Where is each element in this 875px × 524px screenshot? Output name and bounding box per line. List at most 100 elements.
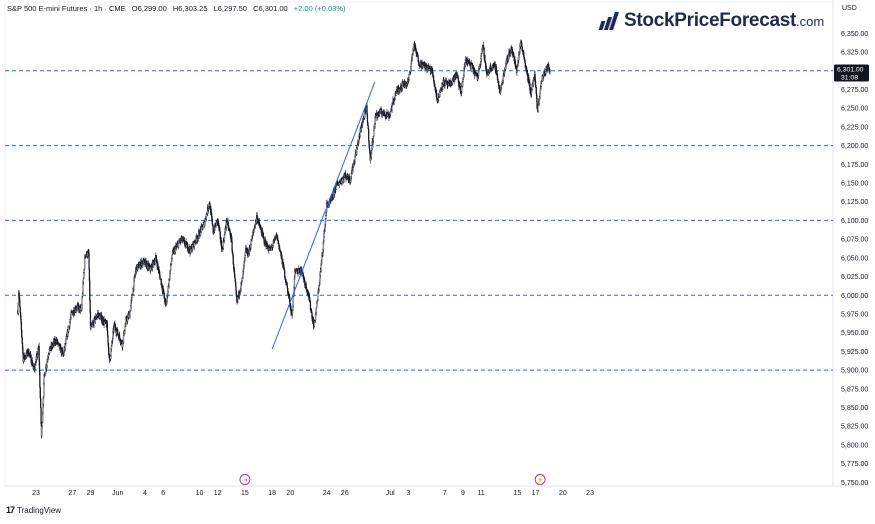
candle-body bbox=[320, 264, 322, 270]
candle-body bbox=[521, 43, 523, 47]
candle-body bbox=[21, 330, 23, 338]
candle-body bbox=[19, 306, 21, 313]
candle-body bbox=[70, 312, 72, 318]
y-tick-label: 6,050.00 bbox=[841, 255, 868, 262]
y-tick-label: 5,800.00 bbox=[841, 442, 868, 449]
x-tick-label: 15 bbox=[514, 490, 522, 497]
candle-body bbox=[231, 241, 233, 252]
x-tick-label: 24 bbox=[323, 490, 331, 497]
candle-body bbox=[367, 125, 369, 130]
y-tick-label: 5,950.00 bbox=[841, 330, 868, 337]
tradingview-brand: TradingView bbox=[17, 505, 62, 515]
candle-body bbox=[292, 296, 294, 307]
y-tick-label: 6,275.00 bbox=[841, 87, 868, 94]
candle-body bbox=[46, 361, 48, 366]
candle-body bbox=[368, 128, 370, 141]
candle-body bbox=[124, 326, 126, 332]
x-tick-label: 17 bbox=[532, 490, 540, 497]
x-tick-label: 29 bbox=[87, 490, 95, 497]
y-tick-label: 6,250.00 bbox=[841, 106, 868, 113]
x-tick-label: 3 bbox=[406, 490, 410, 497]
candle-body bbox=[536, 98, 538, 109]
y-tick-label: 6,150.00 bbox=[841, 181, 868, 188]
candle-body bbox=[286, 284, 288, 289]
candle-body bbox=[457, 76, 459, 79]
y-tick-label: 6,000.00 bbox=[841, 293, 868, 300]
close-value: C6,301.00 bbox=[253, 4, 288, 13]
y-tick-label: 5,750.00 bbox=[841, 480, 868, 487]
y-tick-label: 6,325.00 bbox=[841, 50, 868, 57]
candle-body bbox=[202, 226, 204, 230]
candle-body bbox=[150, 266, 152, 272]
candle-body bbox=[341, 178, 344, 182]
candle-body bbox=[234, 274, 236, 278]
candle-body bbox=[107, 330, 109, 336]
y-tick-label: 6,125.00 bbox=[841, 199, 868, 206]
x-tick-label: 9 bbox=[461, 490, 465, 497]
y-tick-label: 6,200.00 bbox=[841, 143, 868, 150]
candle-body bbox=[211, 219, 213, 225]
candle-body bbox=[177, 242, 180, 248]
candle-body bbox=[126, 316, 129, 322]
event-marker-glyph: ⚡ bbox=[536, 476, 544, 484]
candle-body bbox=[205, 213, 208, 219]
candle-body bbox=[250, 244, 252, 249]
x-tick-label: 11 bbox=[477, 490, 484, 497]
candle-body bbox=[235, 285, 237, 291]
x-tick-label: 20 bbox=[559, 490, 567, 497]
candle-body bbox=[408, 74, 410, 80]
x-tick-label: Jun bbox=[112, 490, 123, 497]
candle-body bbox=[352, 167, 354, 171]
x-tick-label: 6 bbox=[161, 490, 165, 497]
x-tick-label: 27 bbox=[68, 490, 76, 497]
y-tick-label: 6,075.00 bbox=[841, 237, 868, 244]
x-tick-label: 23 bbox=[32, 490, 40, 497]
y-tick-label: 5,825.00 bbox=[841, 424, 868, 431]
bar-chart-logo-icon bbox=[598, 12, 620, 30]
chart-header: S&P 500 E-mini Futures · 1h · CME O6,299… bbox=[7, 4, 349, 13]
candle-body bbox=[325, 215, 327, 220]
candle-body bbox=[277, 240, 279, 244]
candle-body bbox=[305, 287, 308, 291]
candle-body bbox=[439, 89, 442, 93]
change-value: +2.00 (+0.03%) bbox=[293, 4, 346, 13]
currency-label[interactable]: USD bbox=[842, 5, 857, 12]
x-tick-label: 23 bbox=[586, 490, 594, 497]
candle-body bbox=[201, 225, 203, 228]
logo-tld-text: .com bbox=[796, 13, 825, 29]
candle-body bbox=[122, 335, 125, 342]
candle-body bbox=[395, 93, 397, 96]
candle-body bbox=[373, 130, 375, 137]
y-tick-label: 5,850.00 bbox=[841, 405, 868, 412]
bar-countdown: 31:08 bbox=[841, 75, 858, 82]
x-tick-label: 4 bbox=[143, 490, 147, 497]
candle-body bbox=[40, 397, 42, 408]
symbol-label[interactable]: S&P 500 E-mini Futures · 1h · CME bbox=[7, 4, 126, 13]
candle-body bbox=[402, 83, 404, 86]
open-value: O6,299.00 bbox=[131, 4, 167, 13]
candle-body bbox=[116, 329, 119, 335]
x-tick-label: 15 bbox=[241, 490, 249, 497]
candle-body bbox=[129, 310, 131, 318]
candle-body bbox=[278, 242, 280, 245]
tradingview-footer[interactable]: 17 TradingView bbox=[6, 505, 61, 515]
x-tick-label: 10 bbox=[196, 490, 204, 497]
candle-body bbox=[89, 280, 91, 301]
stockpriceforecast-logo: StockPriceForecast .com bbox=[598, 10, 824, 32]
candle-body bbox=[283, 269, 286, 277]
candle-body bbox=[549, 69, 551, 72]
x-tick-label: 12 bbox=[214, 490, 222, 497]
x-tick-label: 26 bbox=[341, 490, 349, 497]
y-tick-label: 6,025.00 bbox=[841, 274, 868, 281]
candle-body bbox=[40, 407, 42, 424]
candle-body bbox=[524, 62, 526, 68]
candle-body bbox=[253, 229, 255, 232]
candle-body bbox=[432, 75, 435, 81]
y-tick-label: 5,975.00 bbox=[841, 311, 868, 318]
y-tick-label: 6,225.00 bbox=[841, 124, 868, 131]
y-tick-label: 5,875.00 bbox=[841, 386, 868, 393]
candle-body bbox=[39, 371, 41, 388]
candle-body bbox=[88, 253, 90, 269]
